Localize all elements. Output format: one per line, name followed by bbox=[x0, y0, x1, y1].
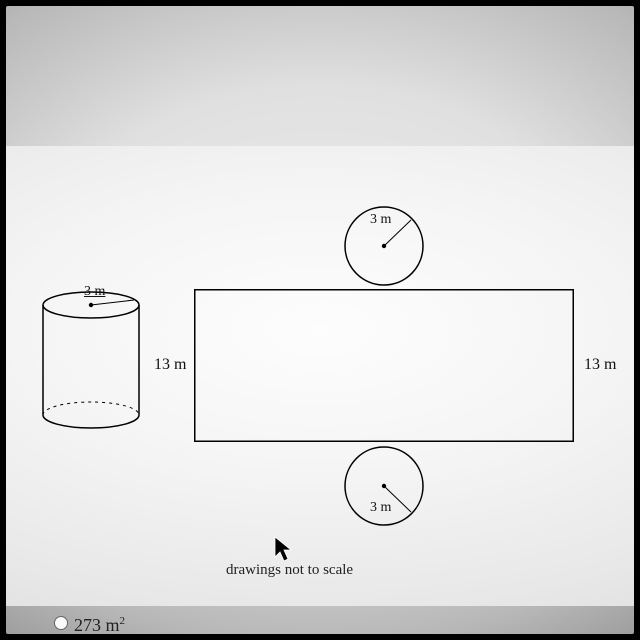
answer-text: 273 m2 bbox=[74, 612, 125, 634]
answer-radio[interactable] bbox=[54, 616, 68, 630]
mouse-cursor-icon bbox=[274, 536, 294, 564]
cylinder-radius-label: 3 m bbox=[84, 284, 105, 300]
scale-caption: drawings not to scale bbox=[226, 562, 353, 579]
net-height-label: 13 m bbox=[584, 356, 616, 374]
cylinder-shape bbox=[36, 291, 146, 441]
net-top-radius-label: 3 m bbox=[370, 212, 391, 228]
photo-frame: 3 m 13 m 13 m 3 m 3 m drawings not to sc… bbox=[6, 6, 634, 634]
cylinder-height-label: 13 m bbox=[154, 356, 186, 374]
net-bottom-radius-label: 3 m bbox=[370, 500, 391, 516]
net-rectangle bbox=[194, 289, 574, 442]
